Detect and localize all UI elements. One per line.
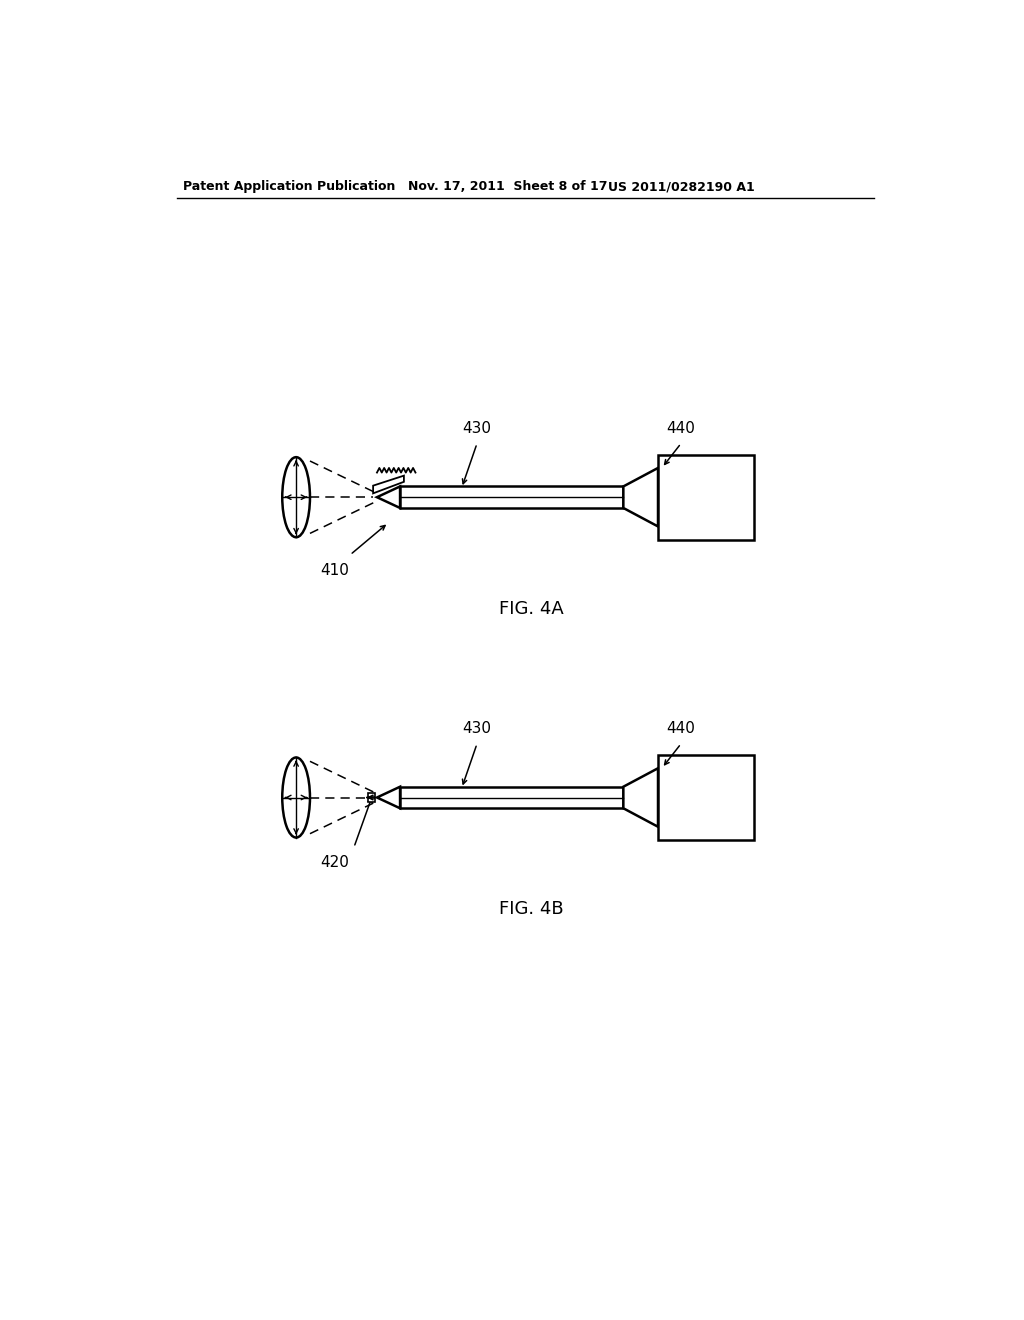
Polygon shape	[377, 787, 400, 808]
Text: 440: 440	[667, 721, 695, 737]
Polygon shape	[400, 487, 624, 508]
Polygon shape	[658, 455, 755, 540]
Text: 420: 420	[321, 855, 349, 870]
Polygon shape	[373, 475, 403, 494]
Polygon shape	[624, 768, 658, 826]
Polygon shape	[377, 487, 400, 508]
Polygon shape	[369, 799, 375, 803]
Polygon shape	[369, 793, 375, 797]
Polygon shape	[624, 469, 658, 527]
Text: 430: 430	[463, 421, 492, 436]
Polygon shape	[400, 787, 624, 808]
Text: 410: 410	[321, 562, 349, 578]
Text: FIG. 4A: FIG. 4A	[499, 599, 563, 618]
Polygon shape	[658, 755, 755, 840]
Text: US 2011/0282190 A1: US 2011/0282190 A1	[608, 181, 755, 194]
Text: Patent Application Publication: Patent Application Publication	[183, 181, 395, 194]
Text: 440: 440	[667, 421, 695, 436]
Text: FIG. 4B: FIG. 4B	[499, 900, 563, 919]
Text: 430: 430	[463, 721, 492, 737]
Text: Nov. 17, 2011  Sheet 8 of 17: Nov. 17, 2011 Sheet 8 of 17	[408, 181, 607, 194]
